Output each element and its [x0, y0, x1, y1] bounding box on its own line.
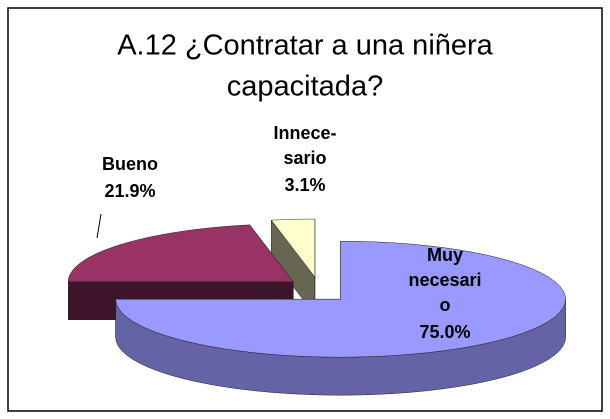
slice-top — [270, 218, 316, 278]
category-label: Bueno — [102, 154, 158, 174]
category-label: Innece- — [273, 123, 336, 143]
slice — [115, 240, 566, 396]
chart-title: capacitada? — [227, 71, 383, 103]
category-label: necesari — [408, 270, 481, 290]
category-label: Muy — [427, 245, 463, 265]
value-label: 75.0% — [419, 322, 470, 342]
value-label: 21.9% — [104, 181, 155, 201]
slice-top — [68, 224, 294, 282]
slice-top — [115, 240, 566, 358]
category-label: o — [440, 295, 451, 315]
slice — [270, 218, 316, 316]
value-label: 3.1% — [284, 175, 325, 195]
chart-title: A.12 ¿Contratar a una niñera — [117, 30, 493, 62]
category-label: sario — [283, 148, 326, 168]
leader-line — [96, 213, 102, 239]
